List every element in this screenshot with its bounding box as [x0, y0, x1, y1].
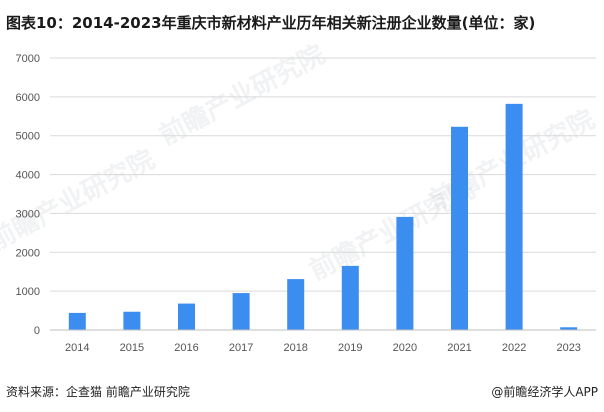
x-tick-label: 2018 [283, 342, 307, 354]
x-tick-label: 2016 [174, 342, 198, 354]
y-tick-label: 4000 [16, 170, 40, 182]
bar-2014 [68, 312, 86, 330]
x-tick-label: 2017 [229, 342, 253, 354]
y-tick-label: 0 [34, 325, 40, 337]
y-tick-label: 5000 [16, 131, 40, 143]
y-tick-label: 1000 [16, 286, 40, 298]
bar-2023 [560, 327, 578, 330]
gridlines [50, 57, 596, 292]
x-tick-label: 2020 [393, 342, 417, 354]
y-tick-label: 6000 [16, 92, 40, 104]
bar-2019 [341, 265, 359, 330]
y-axis-ticks: 0 1000 2000 3000 4000 5000 6000 7000 [16, 53, 40, 337]
y-tick-label: 7000 [16, 53, 40, 65]
bar-2021 [451, 126, 468, 330]
x-tick-label: 2015 [120, 342, 144, 354]
bar-2018 [287, 279, 305, 330]
bar-2015 [123, 311, 141, 330]
x-tick-label: 2022 [502, 342, 526, 354]
x-tick-label: 2021 [447, 342, 471, 354]
bar-2022 [505, 103, 523, 330]
x-tick-label: 2019 [338, 342, 362, 354]
y-tick-label: 2000 [16, 247, 40, 259]
y-tick-label: 3000 [16, 208, 40, 220]
brand-credit: @前瞻经济学人APP [491, 385, 598, 399]
source-note: 资料来源：企查猫 前瞻产业研究院 [6, 385, 190, 399]
bar-2016 [178, 303, 195, 330]
chart-title: 图表10：2014-2023年重庆市新材料产业历年相关新注册企业数量(单位：家) [6, 14, 536, 32]
bar-2020 [396, 216, 414, 330]
x-axis-ticks: 2014 2015 2016 2017 2018 2019 2020 2021 2022 2023 [65, 342, 581, 354]
x-tick-label: 2023 [556, 342, 580, 354]
bars [68, 103, 578, 330]
x-tick-label: 2014 [65, 342, 89, 354]
bar-2017 [232, 293, 250, 330]
